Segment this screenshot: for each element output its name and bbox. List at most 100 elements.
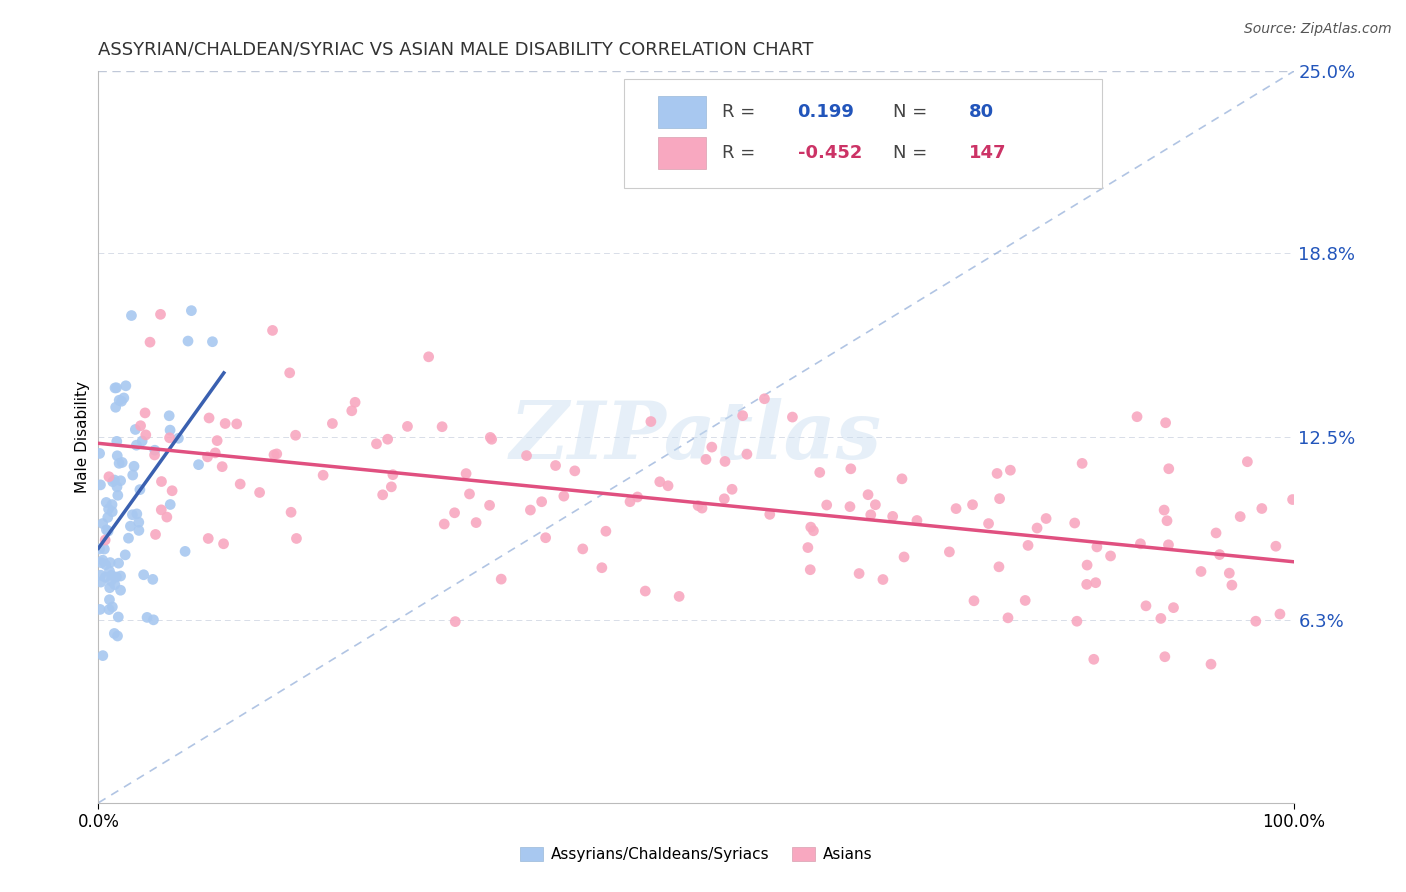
Point xyxy=(1099,549,1122,563)
Point xyxy=(815,498,838,512)
Point xyxy=(519,503,541,517)
Point xyxy=(544,458,567,473)
Point xyxy=(100,568,122,582)
Point xyxy=(1066,614,1088,628)
Point xyxy=(758,508,780,522)
Point xyxy=(105,381,128,395)
Point xyxy=(1189,565,1212,579)
Point xyxy=(489,572,512,586)
Point xyxy=(808,466,831,480)
Point xyxy=(321,417,343,431)
Point xyxy=(530,494,553,508)
Point xyxy=(150,503,173,517)
Point xyxy=(721,483,744,497)
Point xyxy=(1000,463,1022,477)
Point xyxy=(1220,578,1243,592)
Point xyxy=(905,513,928,527)
Point xyxy=(94,533,117,547)
Point xyxy=(1153,503,1175,517)
Point xyxy=(156,510,179,524)
Point xyxy=(90,575,112,590)
Point xyxy=(479,430,502,444)
FancyBboxPatch shape xyxy=(658,137,706,169)
Point xyxy=(893,549,915,564)
Point xyxy=(104,577,127,591)
Text: -0.452: -0.452 xyxy=(797,145,862,162)
Point xyxy=(634,584,657,599)
Point xyxy=(115,378,138,392)
Y-axis label: Male Disability: Male Disability xyxy=(75,381,90,493)
Point xyxy=(90,556,112,570)
Point xyxy=(713,491,735,506)
Point xyxy=(98,602,121,616)
Point xyxy=(800,520,823,534)
Point xyxy=(91,516,114,531)
Point xyxy=(1017,538,1039,552)
Point xyxy=(1218,566,1240,581)
Point xyxy=(101,505,124,519)
Point xyxy=(1083,652,1105,666)
Point xyxy=(700,440,723,454)
Point xyxy=(107,610,129,624)
Point xyxy=(1129,537,1152,551)
Point xyxy=(872,573,894,587)
Point xyxy=(714,454,737,468)
Point xyxy=(1157,462,1180,476)
Point xyxy=(90,568,112,582)
Point xyxy=(131,434,153,448)
Point xyxy=(103,473,125,487)
Point xyxy=(553,489,575,503)
Point xyxy=(93,542,115,557)
Point xyxy=(344,395,367,409)
Point xyxy=(145,527,167,541)
Point xyxy=(1014,593,1036,607)
Point xyxy=(143,448,166,462)
Text: N =: N = xyxy=(893,103,928,121)
Point xyxy=(312,468,335,483)
Point xyxy=(105,480,128,494)
Point xyxy=(1199,657,1222,672)
Point xyxy=(688,499,710,513)
Point xyxy=(107,556,129,570)
Point xyxy=(107,488,129,502)
Point xyxy=(104,381,127,395)
Point xyxy=(380,480,402,494)
Point xyxy=(105,570,128,584)
FancyBboxPatch shape xyxy=(624,78,1102,188)
Point xyxy=(110,394,132,409)
Point xyxy=(891,472,914,486)
Point xyxy=(125,438,148,452)
Point xyxy=(263,448,285,462)
Point xyxy=(111,455,134,469)
Point xyxy=(418,350,440,364)
Point xyxy=(340,404,363,418)
Point xyxy=(103,626,125,640)
Point xyxy=(97,502,120,516)
Point xyxy=(1126,409,1149,424)
Point xyxy=(132,567,155,582)
Point xyxy=(114,548,136,562)
Point xyxy=(174,544,197,558)
Point xyxy=(110,569,132,583)
Text: 147: 147 xyxy=(969,145,1005,162)
Point xyxy=(381,467,404,482)
Point xyxy=(149,307,172,321)
Point xyxy=(94,558,117,572)
Point xyxy=(366,437,388,451)
Point xyxy=(799,563,821,577)
Point xyxy=(803,524,825,538)
Point xyxy=(443,506,465,520)
Point xyxy=(229,477,252,491)
Point xyxy=(180,303,202,318)
Point xyxy=(98,592,121,607)
Point xyxy=(695,452,717,467)
Point xyxy=(1268,607,1291,621)
Point xyxy=(1208,548,1230,562)
Point xyxy=(212,537,235,551)
Point xyxy=(280,505,302,519)
Point xyxy=(478,498,501,512)
Point xyxy=(98,581,121,595)
Point xyxy=(963,594,986,608)
Point xyxy=(278,366,301,380)
Point xyxy=(97,510,120,524)
